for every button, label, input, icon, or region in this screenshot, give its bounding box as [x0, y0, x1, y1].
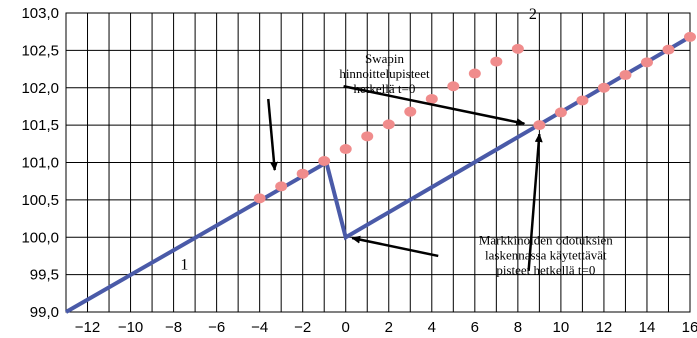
- x-tick-label: 4: [428, 319, 436, 336]
- data-point: [619, 70, 632, 81]
- y-tick-label: 103,0: [21, 5, 59, 22]
- y-tick-label: 101,0: [21, 155, 59, 172]
- x-tick-label: −10: [118, 319, 143, 336]
- y-tick-label: 99,0: [30, 304, 59, 321]
- data-point: [318, 156, 331, 167]
- data-point: [490, 56, 503, 67]
- x-tick-label: −6: [208, 319, 225, 336]
- annotation-line: Swapin: [365, 51, 405, 66]
- x-tick-label: 16: [682, 319, 697, 336]
- x-tick-label: −4: [251, 319, 268, 336]
- data-point: [275, 181, 288, 192]
- tick-labels: −12 −10 −8 −6 −4 −2 0 2 4 6 8 10 12 14 1699,099,5100,0…: [21, 5, 697, 336]
- data-point: [662, 44, 675, 55]
- data-point: [554, 107, 567, 118]
- data-point: [361, 131, 374, 142]
- annotation-line: laskennassa käytettävät: [485, 248, 607, 263]
- x-tick-label: 12: [596, 319, 613, 336]
- data-point: [511, 43, 524, 54]
- data-point: [339, 144, 352, 155]
- series-points: [253, 31, 696, 204]
- y-tick-label: 99,5: [30, 267, 59, 284]
- y-tick-label: 100,5: [21, 192, 59, 209]
- data-point: [468, 68, 481, 79]
- annotation-arrow: [267, 98, 278, 171]
- annotation-arrow: [343, 85, 526, 126]
- annotation-arrow: [351, 235, 439, 258]
- data-point: [684, 31, 696, 42]
- y-tick-label: 102,0: [21, 80, 59, 97]
- annotation-line: pisteet hetkellä t=0: [496, 263, 595, 278]
- data-point: [533, 120, 546, 131]
- annotation-line: hinnoittelupisteet: [339, 66, 430, 81]
- data-point: [447, 81, 460, 92]
- data-point: [296, 168, 309, 179]
- x-tick-label: −2: [294, 319, 311, 336]
- x-tick-label: 0: [342, 319, 350, 336]
- data-point: [404, 106, 417, 117]
- data-point: [382, 119, 395, 130]
- x-tick-label: −8: [165, 319, 182, 336]
- data-point: [576, 95, 589, 106]
- y-tick-label: 101,5: [21, 117, 59, 134]
- y-tick-label: 102,5: [21, 42, 59, 59]
- annotation-line: Markkinoiden odotuksien: [479, 233, 613, 248]
- data-point: [597, 82, 610, 93]
- data-point: [640, 57, 653, 68]
- annotations: 1 2 Swapin hinnoittelupisteet hetkellä t=0 Ma…: [180, 6, 613, 278]
- x-tick-label: 10: [553, 319, 570, 336]
- x-tick-label: 6: [471, 319, 479, 336]
- annotation-arrow: [527, 133, 543, 271]
- series-line: [65, 35, 692, 314]
- x-tick-label: 8: [514, 319, 522, 336]
- annotation-text: Markkinoiden odotuksien laskennassa käyte…: [479, 233, 613, 278]
- series-label: 1: [180, 256, 188, 273]
- annotation-text: Swapin hinnoittelupisteet hetkellä t=0: [339, 51, 430, 96]
- y-tick-label: 100,0: [21, 229, 59, 246]
- x-tick-label: 2: [385, 319, 393, 336]
- x-tick-label: 14: [639, 319, 656, 336]
- data-point: [253, 193, 266, 204]
- x-tick-label: −12: [75, 319, 100, 336]
- series-lines: [65, 35, 692, 314]
- series-label: 2: [529, 6, 537, 23]
- data-point: [425, 93, 438, 104]
- plot-border: [65, 12, 691, 313]
